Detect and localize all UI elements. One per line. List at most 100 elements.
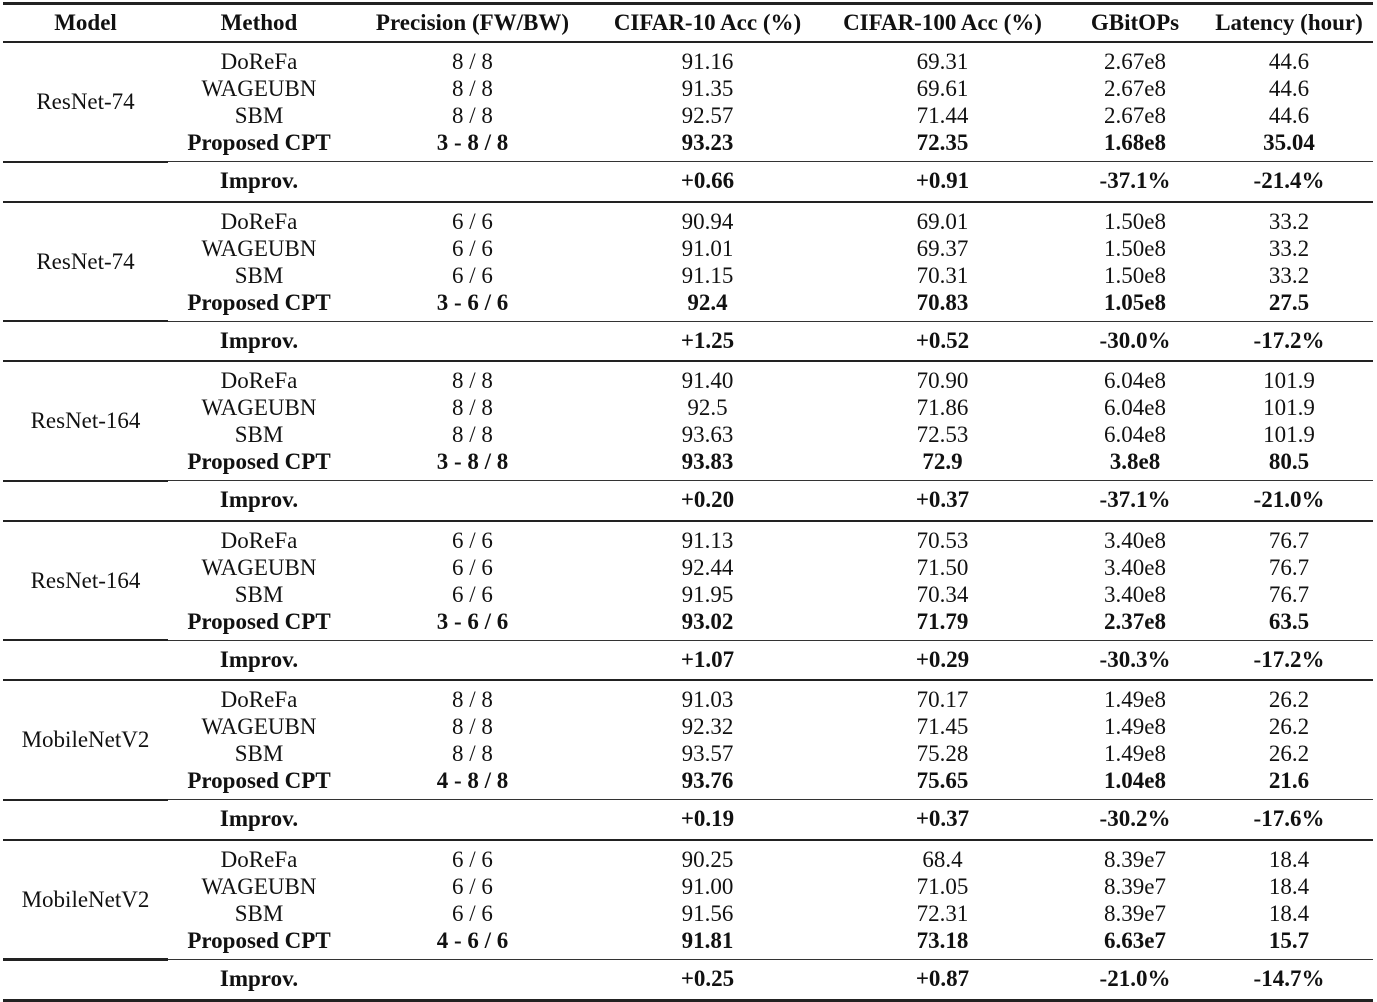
latency-cell: 44.6 (1268, 103, 1310, 128)
improv-gbitops: -30.3% (1065, 639, 1205, 681)
results-table: Model Method Precision (FW/BW) CIFAR-10 … (3, 2, 1373, 1002)
gbitops-cell: 1.50e8 (1104, 235, 1166, 261)
gbitops-cell: 1.68e8 (1104, 130, 1166, 155)
cifar10-cell: 93.63 (681, 422, 734, 447)
table-group: MobileNetV2 DoReFa 6 / 6 90.25 68.4 8.39… (3, 839, 1373, 1002)
cifar10-cell: 92.44 (681, 554, 734, 580)
improv-precision (350, 639, 595, 681)
proposed-row: Proposed CPT 3 - 8 / 8 93.83 72.9 3.8e8 … (3, 448, 1373, 481)
method-cell: DoReFa (220, 208, 298, 234)
improv-label: Improv. (168, 161, 350, 203)
gbitops-cell: 2.67e8 (1104, 103, 1166, 128)
proposed-row: Proposed CPT 3 - 8 / 8 93.23 72.35 1.68e… (3, 129, 1373, 162)
gbitops-cell: 6.04e8 (1104, 422, 1166, 447)
table-row: SBM 6 / 6 91.95 70.34 3.40e8 76.7 (3, 581, 1373, 608)
table-row: SBM 8 / 8 93.57 75.28 1.49e8 26.2 (3, 740, 1373, 767)
improv-label: Improv. (168, 639, 350, 681)
precision-cell: 3 - 8 / 8 (436, 130, 509, 155)
proposed-row: Proposed CPT 3 - 6 / 6 93.02 71.79 2.37e… (3, 608, 1373, 641)
cifar100-cell: 69.37 (916, 235, 969, 261)
table-group: ResNet-164 DoReFa 8 / 8 91.40 70.90 6.04… (3, 361, 1373, 522)
cifar10-cell: 91.81 (681, 927, 734, 953)
improv-latency: -17.2% (1205, 320, 1373, 362)
table-row: WAGEUBN 6 / 6 91.01 69.37 1.50e8 33.2 (3, 235, 1373, 262)
table-row: SBM 8 / 8 93.63 72.53 6.04e8 101.9 (3, 421, 1373, 448)
method-cell: SBM (234, 262, 284, 288)
table-row: ResNet-164 DoReFa 6 / 6 91.13 70.53 3.40… (3, 520, 1373, 641)
precision-cell: 8 / 8 (452, 687, 493, 712)
latency-cell: 44.6 (1268, 49, 1310, 74)
table-row: SBM 6 / 6 91.56 72.31 8.39e7 18.4 (3, 900, 1373, 927)
method-cell: SBM (234, 581, 284, 607)
precision-cell: 8 / 8 (452, 368, 493, 393)
improv-precision (350, 161, 595, 203)
latency-cell: 101.9 (1263, 422, 1315, 447)
improvement-row: Improv. +1.25 +0.52 -30.0% -17.2% (3, 320, 1373, 362)
improvement-row: Improv. +0.25 +0.87 -21.0% -14.7% (3, 958, 1373, 1002)
improv-cifar100: +0.87 (820, 958, 1065, 1002)
gbitops-cell: 1.05e8 (1104, 289, 1166, 315)
method-cell: Proposed CPT (187, 608, 331, 634)
model-name: ResNet-74 (3, 201, 168, 322)
table-row: ResNet-164 DoReFa 8 / 8 91.40 70.90 6.04… (3, 361, 1373, 482)
precision-cell: 8 / 8 (452, 103, 493, 128)
gbitops-cell: 1.49e8 (1104, 687, 1166, 712)
header-gbitops: GBitOPs (1065, 2, 1205, 43)
table-group: MobileNetV2 DoReFa 8 / 8 91.03 70.17 1.4… (3, 680, 1373, 841)
improv-label: Improv. (168, 480, 350, 522)
latency-cell: 101.9 (1263, 395, 1315, 420)
model-name: ResNet-164 (3, 520, 168, 641)
cifar100-cell: 69.31 (916, 49, 969, 74)
gbitops-cell: 3.8e8 (1109, 449, 1161, 474)
latency-cell: 63.5 (1268, 608, 1310, 634)
header-model: Model (3, 2, 168, 43)
precision-cell: 6 / 6 (452, 262, 493, 288)
gbitops-cell: 6.04e8 (1104, 395, 1166, 420)
model-spacer (3, 959, 168, 1002)
method-cell: SBM (234, 741, 284, 766)
cifar100-cell: 72.31 (916, 900, 969, 926)
gbitops-cell: 6.63e7 (1104, 927, 1166, 953)
cifar100-cell: 68.4 (922, 846, 963, 872)
table-row: SBM 6 / 6 91.15 70.31 1.50e8 33.2 (3, 262, 1373, 289)
table-row: MobileNetV2 DoReFa 8 / 8 91.03 70.17 1.4… (3, 680, 1373, 801)
table-row: WAGEUBN 8 / 8 92.5 71.86 6.04e8 101.9 (3, 394, 1373, 421)
cifar10-cell: 92.57 (681, 103, 734, 128)
gbitops-cell: 3.40e8 (1104, 527, 1166, 553)
method-cell: Proposed CPT (187, 768, 331, 793)
proposed-row: Proposed CPT 4 - 8 / 8 93.76 75.65 1.04e… (3, 767, 1373, 800)
improv-label: Improv. (168, 320, 350, 362)
improv-precision (350, 799, 595, 841)
improv-cifar10: +0.66 (595, 161, 820, 203)
improv-latency: -17.2% (1205, 639, 1373, 681)
precision-cell: 3 - 8 / 8 (436, 449, 509, 474)
table-row: ResNet-74 DoReFa 6 / 6 90.94 69.01 1.50e… (3, 201, 1373, 322)
improv-cifar100: +0.91 (820, 161, 1065, 203)
method-cell: DoReFa (220, 687, 298, 712)
cifar100-cell: 72.9 (922, 449, 963, 474)
method-cell: DoReFa (220, 846, 298, 872)
latency-cell: 101.9 (1263, 368, 1315, 393)
improv-gbitops: -21.0% (1065, 958, 1205, 1002)
latency-cell: 76.7 (1268, 527, 1310, 553)
gbitops-cell: 1.49e8 (1104, 741, 1166, 766)
table-header: Model Method Precision (FW/BW) CIFAR-10 … (3, 2, 1373, 43)
precision-cell: 8 / 8 (452, 422, 493, 447)
improv-cifar10: +0.20 (595, 480, 820, 522)
cifar10-cell: 91.00 (681, 873, 734, 899)
precision-cell: 3 - 6 / 6 (436, 289, 509, 315)
cifar10-cell: 93.02 (681, 608, 734, 634)
precision-cell: 6 / 6 (452, 208, 493, 234)
method-cell: WAGEUBN (201, 554, 317, 580)
latency-cell: 18.4 (1268, 873, 1310, 899)
improv-latency: -21.0% (1205, 480, 1373, 522)
table-row: WAGEUBN 6 / 6 92.44 71.50 3.40e8 76.7 (3, 554, 1373, 581)
precision-cell: 4 - 8 / 8 (436, 768, 509, 793)
cifar100-cell: 75.65 (916, 768, 969, 793)
cifar100-cell: 70.31 (916, 262, 969, 288)
cifar10-cell: 91.13 (681, 527, 734, 553)
gbitops-cell: 8.39e7 (1104, 846, 1166, 872)
method-cell: Proposed CPT (187, 449, 331, 474)
cifar100-cell: 71.44 (916, 103, 969, 128)
precision-cell: 4 - 6 / 6 (436, 927, 509, 953)
